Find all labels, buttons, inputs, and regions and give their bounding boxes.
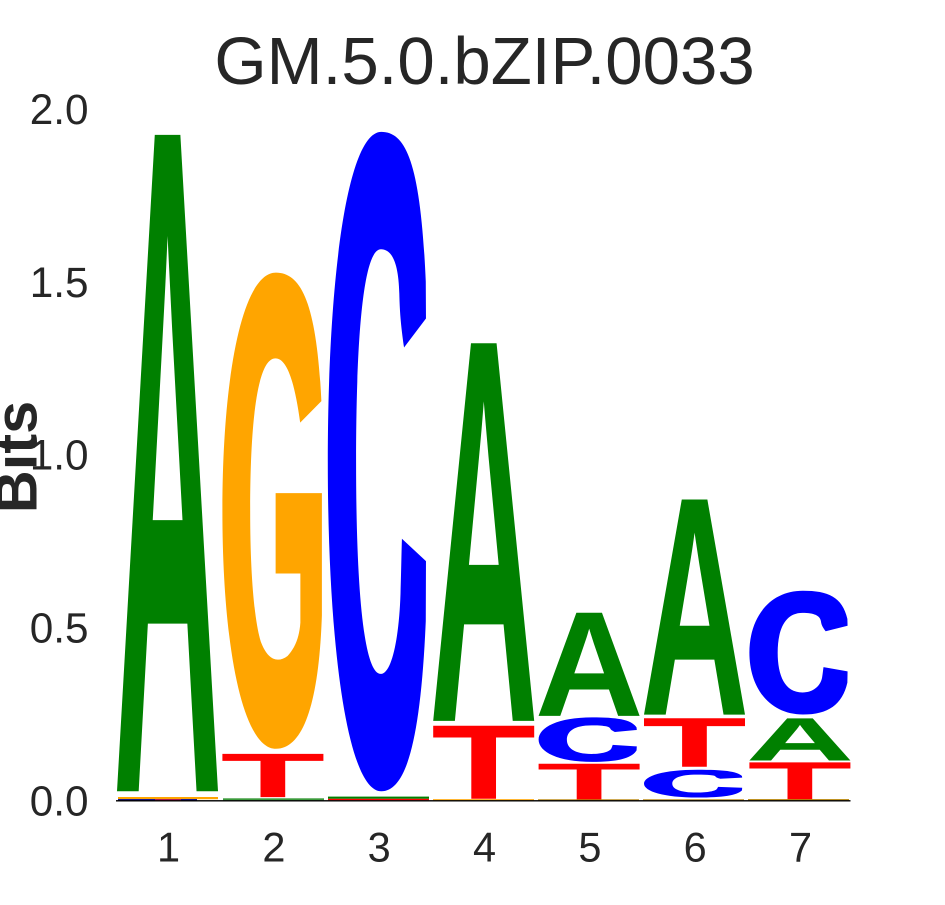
svg-text:GM.5.0.bZIP.0033: GM.5.0.bZIP.0033 [214,24,754,99]
svg-text:1.5: 1.5 [30,259,89,306]
svg-text:3: 3 [368,823,391,870]
svg-text:4: 4 [473,823,496,870]
svg-text:7: 7 [789,823,812,870]
svg-text:0.5: 0.5 [30,605,89,652]
svg-text:5: 5 [578,823,601,870]
svg-text:1.0: 1.0 [30,432,89,479]
svg-text:1: 1 [157,823,180,870]
svg-text:2: 2 [262,823,285,870]
svg-text:Bits: Bits [0,401,50,513]
svg-text:0.0: 0.0 [30,778,89,825]
svg-text:2.0: 2.0 [30,86,89,133]
svg-text:6: 6 [684,823,707,870]
